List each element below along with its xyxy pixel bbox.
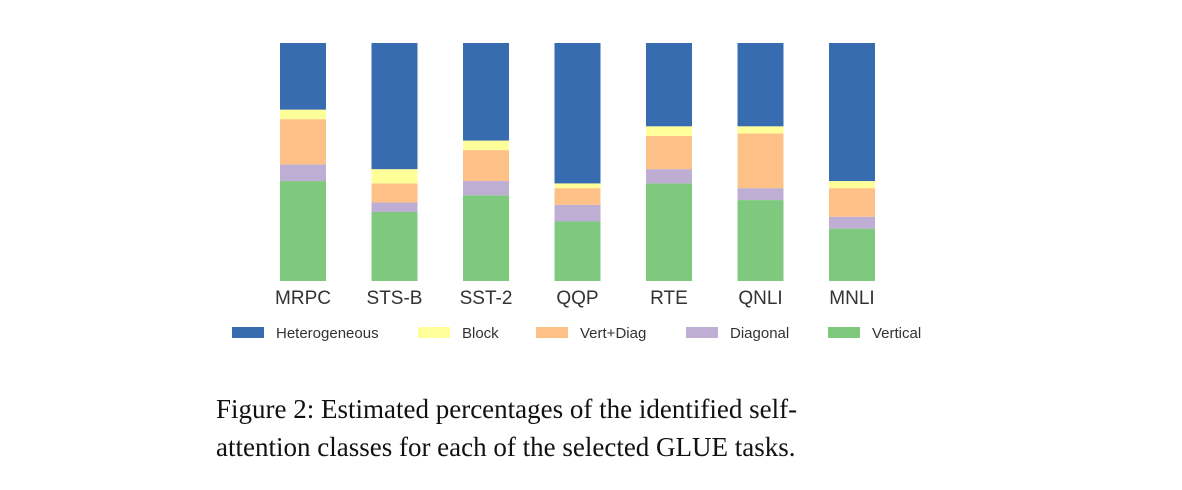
bar-sst-2-vertical: [463, 195, 509, 281]
bar-rte-diagonal: [646, 169, 692, 184]
bar-mrpc-vert-diag: [280, 119, 326, 165]
bar-qnli-vertical: [737, 200, 784, 281]
x-tick-label: QNLI: [738, 288, 782, 309]
x-tick-labels: MRPC STS-B SST-2 QQP RTE QNLI MNLI: [275, 288, 875, 309]
bar-sts-b-block: [371, 169, 418, 184]
legend: Heterogeneous Block Vert+Diag Diagonal Verti…: [232, 325, 921, 342]
x-tick-label: QQP: [556, 288, 598, 309]
x-tick-label: MRPC: [275, 288, 331, 309]
bar-sst-2-vert-diag: [463, 150, 509, 182]
figure-caption: Figure 2: Estimated percentages of the i…: [216, 390, 976, 466]
bar-qqp-heterogeneous: [554, 43, 601, 184]
bar-qqp-diagonal: [554, 204, 601, 222]
bar-sts-b-vertical: [371, 211, 418, 281]
legend-label-heterogeneous: Heterogeneous: [276, 325, 379, 342]
legend-swatch-heterogeneous: [232, 327, 264, 338]
bar-sts-b-vert-diag: [371, 183, 418, 203]
bar-mrpc-heterogeneous: [280, 43, 326, 110]
bar-sts-b-heterogeneous: [371, 43, 418, 170]
legend-label-vert-diag: Vert+Diag: [580, 325, 646, 342]
bar-qnli-vert-diag: [737, 133, 784, 189]
x-tick-label: MNLI: [829, 288, 874, 309]
stacked-bar-chart: MRPC STS-B SST-2 QQP RTE QNLI MNLI Heterogeneo…: [232, 43, 921, 342]
caption-line-1: Figure 2: Estimated percentages of the i…: [216, 394, 798, 424]
bar-sst-2-diagonal: [463, 181, 509, 196]
bar-qnli-diagonal: [737, 188, 784, 201]
bar-rte-block: [646, 126, 692, 136]
x-tick-label: RTE: [650, 288, 688, 309]
caption-line-2: attention classes for each of the select…: [216, 432, 796, 462]
bar-qqp-block: [554, 183, 601, 189]
bar-mnli-diagonal: [829, 216, 875, 229]
bar-mrpc-block: [280, 109, 326, 120]
bar-sts-b-diagonal: [371, 202, 418, 212]
legend-swatch-diagonal: [686, 327, 718, 338]
x-tick-label: STS-B: [367, 288, 423, 309]
bar-mrpc-diagonal: [280, 164, 326, 182]
legend-label-vertical: Vertical: [872, 325, 921, 342]
bar-qqp-vert-diag: [554, 188, 601, 205]
bar-qnli-block: [737, 126, 784, 134]
bar-sst-2-heterogeneous: [463, 43, 509, 141]
bar-rte-heterogeneous: [646, 43, 692, 127]
legend-label-diagonal: Diagonal: [730, 325, 789, 342]
legend-swatch-vertical: [828, 327, 860, 338]
bar-mnli-vertical: [829, 228, 875, 281]
x-tick-label: SST-2: [460, 288, 513, 309]
bar-mnli-block: [829, 181, 875, 189]
legend-swatch-block: [418, 327, 450, 338]
legend-swatch-vert-diag: [536, 327, 568, 338]
bar-qnli-heterogeneous: [737, 43, 784, 127]
bar-sst-2-block: [463, 140, 509, 151]
bars-group: [280, 43, 875, 281]
bar-qqp-vertical: [554, 221, 601, 281]
bar-rte-vert-diag: [646, 135, 692, 170]
bar-mnli-vert-diag: [829, 188, 875, 217]
bar-rte-vertical: [646, 183, 692, 281]
legend-label-block: Block: [462, 325, 499, 342]
bar-mrpc-vertical: [280, 181, 326, 281]
bar-mnli-heterogeneous: [829, 43, 875, 182]
